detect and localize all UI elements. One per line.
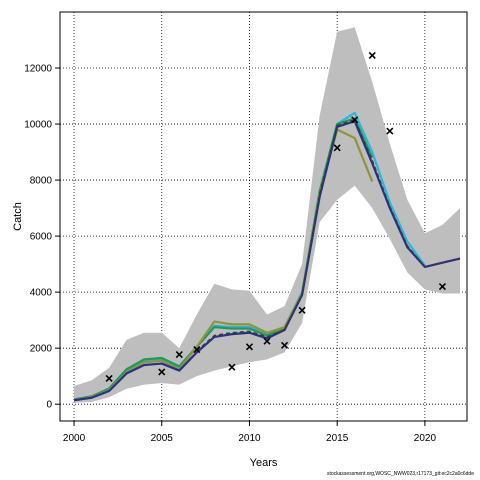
axes: 2000 2005 2010 2015 2020 0 2000 4000 6000 8000 100…: [24, 64, 436, 444]
x-axis-title: Years: [250, 457, 278, 469]
y-axis-title: Catch: [12, 202, 24, 231]
observed-point: [298, 306, 306, 314]
y-tick-label: 4000: [30, 288, 53, 299]
observed-points-layer: [105, 51, 447, 382]
observed-point: [351, 116, 359, 124]
uncertainty-band-layer: [74, 27, 460, 403]
observed-point: [386, 127, 394, 135]
observed-point: [280, 341, 289, 349]
observed-point: [228, 363, 236, 371]
observed-point: [175, 351, 183, 359]
y-tick-label: 2000: [30, 344, 53, 355]
footer-credit: stockassessment.org,WOSC_NWW023,r17173_g…: [326, 471, 474, 477]
y-tick-label: 12000: [24, 64, 52, 75]
y-tick-label: 0: [46, 400, 52, 411]
observed-point: [245, 343, 254, 351]
y-tick-label: 8000: [30, 176, 53, 187]
series-layer: [73, 111, 461, 402]
observed-point: [158, 368, 166, 376]
x-tick-label: 2010: [238, 433, 261, 444]
uncertainty-band: [74, 27, 460, 403]
x-tick-label: 2015: [326, 433, 349, 444]
observed-point: [263, 337, 271, 345]
observed-point: [438, 282, 447, 291]
x-tick-label: 2000: [63, 433, 86, 444]
observed-point: [333, 144, 341, 152]
y-tick-label: 10000: [24, 120, 52, 131]
series-line-median: [196, 119, 461, 352]
observed-point: [193, 345, 201, 354]
y-tick-label: 6000: [30, 232, 53, 243]
series-line-cyan: [73, 111, 426, 401]
x-tick-label: 2005: [151, 433, 174, 444]
x-tick-label: 2020: [414, 433, 437, 444]
observed-point: [368, 51, 376, 59]
plot-frame: [59, 11, 468, 422]
observed-point: [105, 374, 113, 382]
